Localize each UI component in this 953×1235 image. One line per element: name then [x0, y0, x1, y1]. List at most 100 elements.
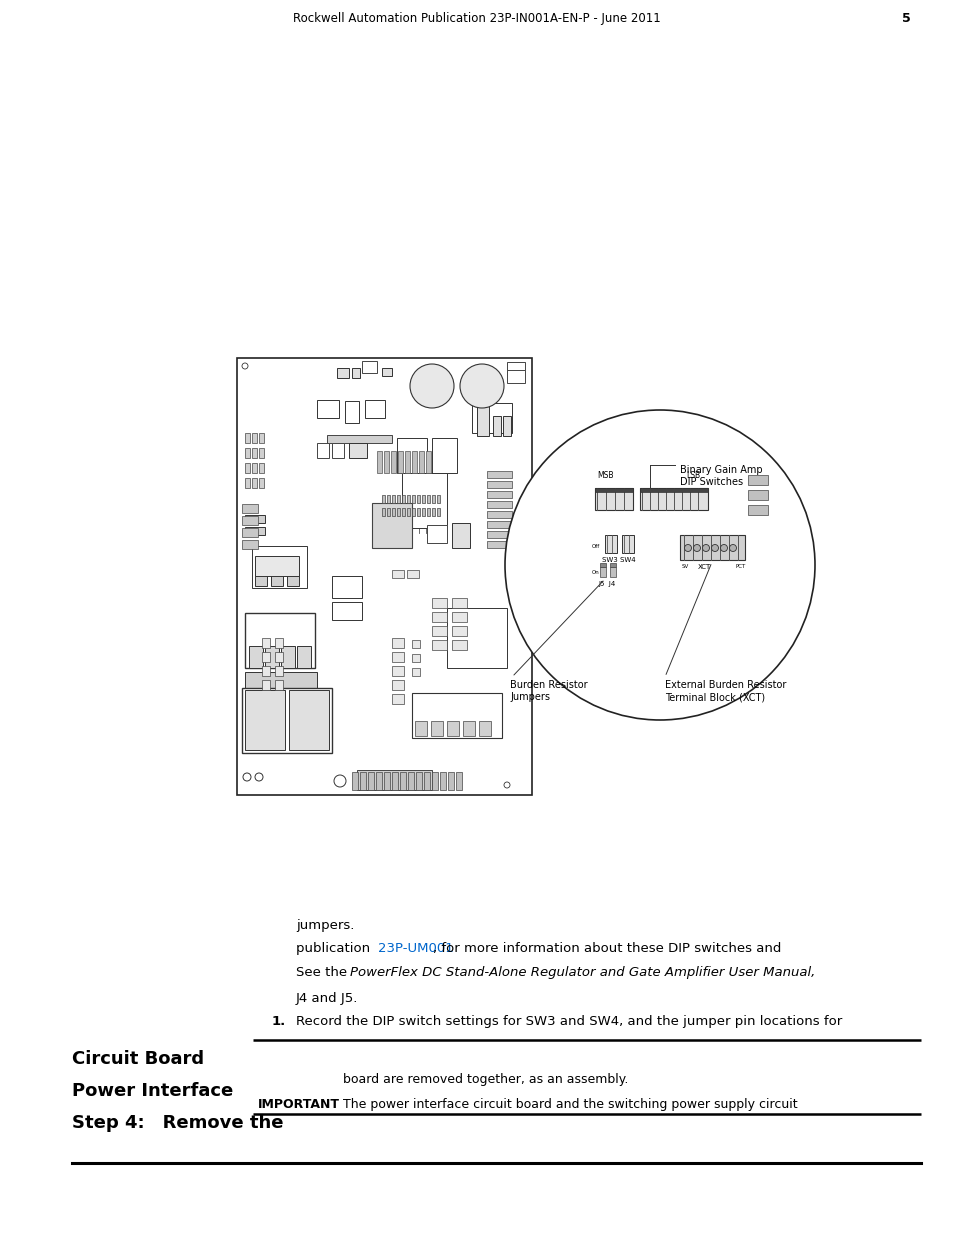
- Bar: [436, 495, 439, 503]
- Bar: [381, 495, 385, 503]
- Text: Off: Off: [592, 545, 599, 550]
- Text: jumpers.: jumpers.: [295, 919, 354, 932]
- Circle shape: [243, 773, 251, 781]
- Bar: [423, 772, 430, 790]
- Bar: [316, 443, 329, 458]
- Bar: [462, 721, 475, 736]
- Bar: [274, 680, 283, 690]
- Bar: [384, 772, 390, 790]
- Bar: [609, 563, 616, 567]
- Bar: [242, 516, 257, 525]
- Bar: [254, 574, 267, 585]
- Bar: [407, 508, 410, 516]
- Bar: [368, 772, 374, 790]
- Text: Binary Gain Amp: Binary Gain Amp: [679, 466, 761, 475]
- Bar: [412, 655, 419, 662]
- Bar: [242, 504, 257, 513]
- Bar: [365, 400, 385, 417]
- Text: Circuit Board: Circuit Board: [71, 1050, 203, 1068]
- Bar: [316, 400, 338, 417]
- Bar: [274, 666, 283, 676]
- Text: Record the DIP switch settings for SW3 and SW4, and the jumper pin locations for: Record the DIP switch settings for SW3 a…: [295, 1015, 841, 1029]
- Bar: [416, 495, 419, 503]
- Bar: [472, 403, 512, 433]
- Bar: [609, 567, 616, 577]
- Bar: [595, 488, 633, 492]
- Bar: [336, 368, 349, 378]
- Bar: [258, 478, 264, 488]
- Text: Step 4: Remove the: Step 4: Remove the: [71, 1114, 283, 1132]
- Bar: [412, 668, 419, 676]
- Bar: [452, 640, 467, 650]
- Bar: [352, 368, 359, 378]
- Bar: [236, 358, 532, 795]
- Text: The power interface circuit board and the switching power supply circuit: The power interface circuit board and th…: [343, 1098, 798, 1112]
- Bar: [381, 508, 385, 516]
- Bar: [274, 652, 283, 662]
- Bar: [432, 613, 447, 622]
- Bar: [432, 640, 447, 650]
- Bar: [452, 522, 470, 548]
- Bar: [245, 433, 250, 443]
- Bar: [281, 646, 294, 668]
- Bar: [639, 488, 707, 510]
- Bar: [456, 772, 461, 790]
- Bar: [252, 448, 256, 458]
- Bar: [506, 362, 524, 370]
- Text: 1.: 1.: [272, 1015, 286, 1029]
- Text: IMPORTANT: IMPORTANT: [257, 1098, 339, 1112]
- Bar: [396, 508, 399, 516]
- Text: Burden Resistor: Burden Resistor: [510, 680, 587, 690]
- Bar: [262, 638, 270, 648]
- Bar: [356, 769, 432, 790]
- Bar: [258, 463, 264, 473]
- Circle shape: [334, 776, 346, 787]
- Bar: [431, 721, 442, 736]
- Text: PowerFlex DC Stand-Alone Regulator and Gate Amplifier User Manual,: PowerFlex DC Stand-Alone Regulator and G…: [350, 966, 814, 979]
- Bar: [432, 772, 437, 790]
- Text: J4 and J5.: J4 and J5.: [295, 992, 357, 1005]
- Bar: [412, 693, 501, 739]
- Bar: [262, 680, 270, 690]
- Circle shape: [720, 545, 727, 552]
- Bar: [595, 488, 633, 510]
- Bar: [352, 772, 357, 790]
- Bar: [415, 721, 427, 736]
- Bar: [486, 471, 512, 478]
- Bar: [397, 451, 402, 473]
- Bar: [486, 480, 512, 488]
- Bar: [392, 652, 403, 662]
- Bar: [392, 694, 403, 704]
- Bar: [245, 613, 314, 668]
- Bar: [287, 574, 298, 585]
- Text: J5  J4: J5 J4: [598, 580, 615, 587]
- Bar: [271, 574, 283, 585]
- Text: MSB: MSB: [597, 471, 613, 480]
- Bar: [427, 508, 430, 516]
- Bar: [252, 546, 307, 588]
- Text: publication: publication: [295, 942, 374, 956]
- Bar: [432, 495, 435, 503]
- Text: Jumpers: Jumpers: [510, 692, 550, 701]
- Circle shape: [693, 545, 700, 552]
- Bar: [391, 451, 395, 473]
- Bar: [432, 598, 447, 608]
- Text: XCT: XCT: [697, 564, 710, 571]
- Bar: [401, 508, 405, 516]
- Bar: [405, 451, 410, 473]
- Bar: [265, 646, 278, 668]
- Bar: [245, 463, 250, 473]
- Text: Power Interface: Power Interface: [71, 1082, 233, 1100]
- Bar: [486, 492, 512, 498]
- Bar: [399, 772, 406, 790]
- Bar: [747, 505, 767, 515]
- Bar: [372, 503, 412, 548]
- Circle shape: [503, 782, 510, 788]
- Bar: [396, 495, 399, 503]
- Bar: [421, 508, 424, 516]
- Bar: [407, 571, 418, 578]
- Bar: [332, 601, 361, 620]
- Bar: [679, 535, 744, 559]
- Circle shape: [701, 545, 709, 552]
- Bar: [432, 508, 435, 516]
